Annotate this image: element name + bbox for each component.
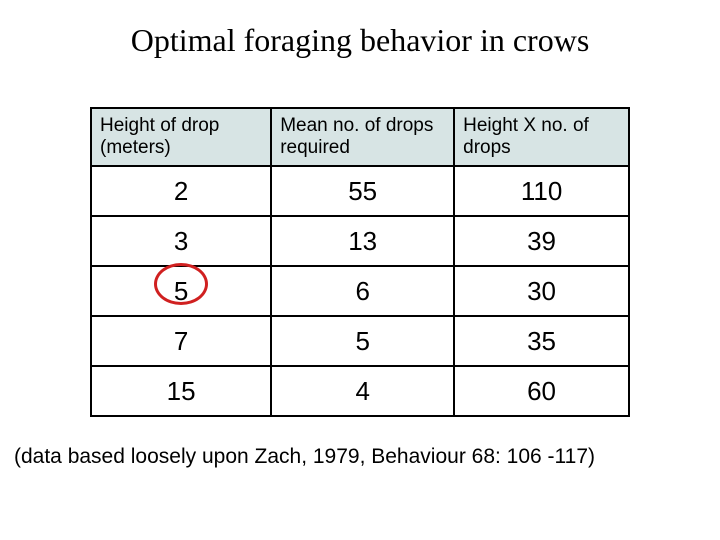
cell: 15 — [91, 366, 271, 416]
cell: 5 — [91, 266, 271, 316]
col-header-mean-drops: Mean no. of drops required — [271, 108, 454, 166]
cell: 39 — [454, 216, 629, 266]
data-table: Height of drop (meters) Mean no. of drop… — [90, 107, 630, 417]
cell: 13 — [271, 216, 454, 266]
cell: 2 — [91, 166, 271, 216]
cell: 7 — [91, 316, 271, 366]
cell: 110 — [454, 166, 629, 216]
table-row: 5 6 30 — [91, 266, 629, 316]
cell: 35 — [454, 316, 629, 366]
page-title: Optimal foraging behavior in crows — [0, 0, 720, 59]
table-row: 3 13 39 — [91, 216, 629, 266]
cell: 30 — [454, 266, 629, 316]
cell: 4 — [271, 366, 454, 416]
table-row: 7 5 35 — [91, 316, 629, 366]
cell: 3 — [91, 216, 271, 266]
citation-text: (data based loosely upon Zach, 1979, Beh… — [0, 417, 720, 469]
table-container: Height of drop (meters) Mean no. of drop… — [90, 107, 630, 417]
table-header-row: Height of drop (meters) Mean no. of drop… — [91, 108, 629, 166]
col-header-height-times-drops: Height X no. of drops — [454, 108, 629, 166]
table-row: 15 4 60 — [91, 366, 629, 416]
cell: 6 — [271, 266, 454, 316]
col-header-height: Height of drop (meters) — [91, 108, 271, 166]
cell: 55 — [271, 166, 454, 216]
cell: 60 — [454, 366, 629, 416]
table-row: 2 55 110 — [91, 166, 629, 216]
cell: 5 — [271, 316, 454, 366]
